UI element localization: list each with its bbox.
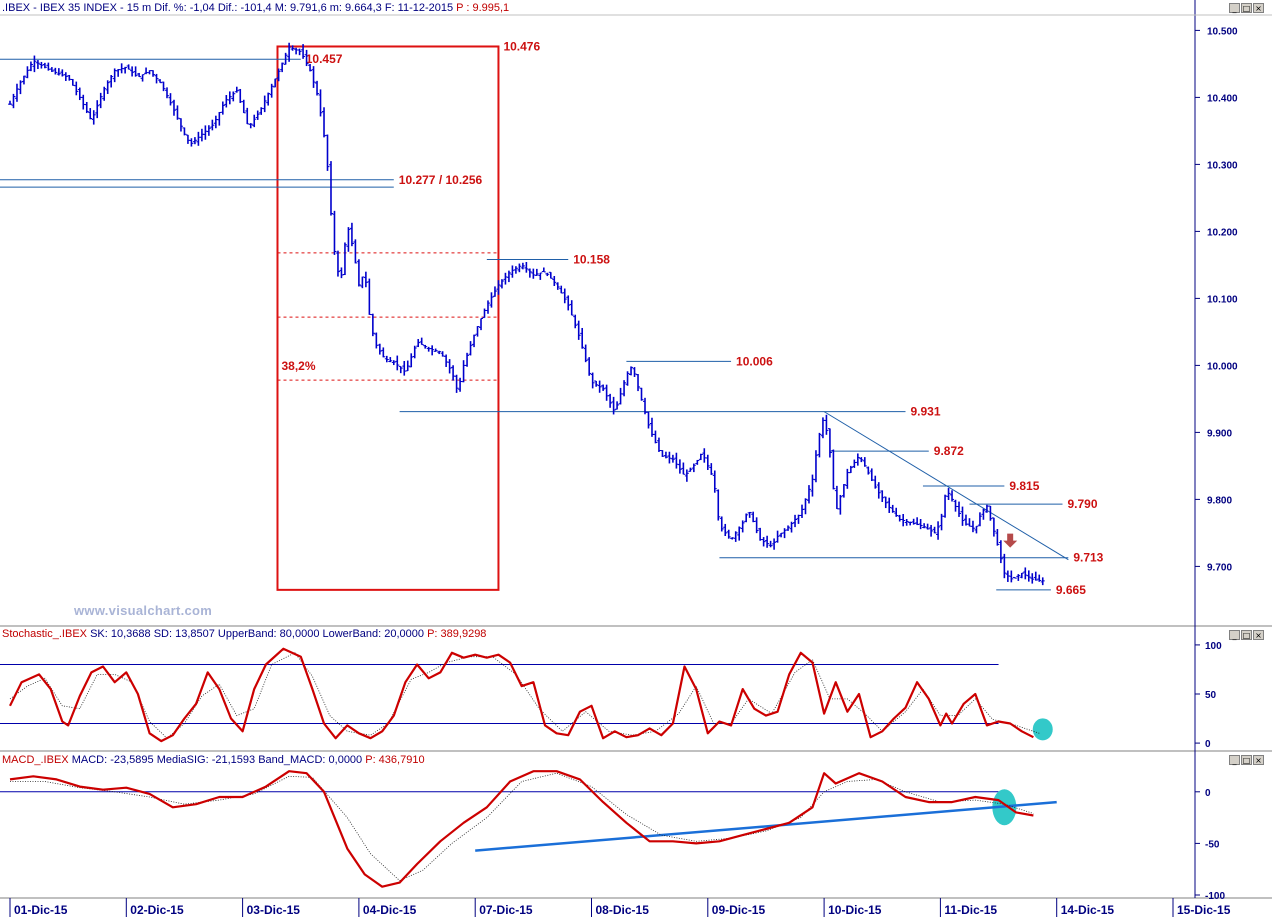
main-window-buttons: _ □ × (1229, 3, 1264, 13)
stoch-highlight (1032, 718, 1053, 741)
x-tick-label: 10-Dic-15 (828, 903, 882, 917)
header-price: P : 9.995,1 (456, 2, 510, 14)
macd-signal: MediaSIG: -21,1593 (156, 754, 256, 766)
stoch-name: Stochastic_.IBEX (2, 628, 87, 640)
x-tick-label: 02-Dic-15 (130, 903, 184, 917)
close-button[interactable]: × (1253, 630, 1264, 640)
header-min: m: 9.664,3 (329, 2, 382, 14)
macd-price: P: 436,7910 (365, 754, 425, 766)
stoch-sk-line (9, 647, 1034, 743)
watermark: www.visualchart.com (74, 603, 213, 618)
macd-value: MACD: -23,5895 (71, 754, 154, 766)
minimize-button[interactable]: _ (1229, 630, 1240, 640)
stoch-sd: SD: 13,8507 (153, 628, 215, 640)
fib-label: 38,2% (281, 359, 315, 373)
level-label: 10.277 / 10.256 (399, 173, 483, 187)
x-tick-label: 09-Dic-15 (712, 903, 766, 917)
header-symbol: .IBEX - IBEX 35 INDEX - (2, 2, 127, 14)
minimize-button[interactable]: _ (1229, 3, 1240, 13)
stoch-lower: LowerBand: 20,0000 (322, 628, 425, 640)
x-tick-label: 07-Dic-15 (479, 903, 533, 917)
y-tick-label: 0 (1205, 739, 1211, 750)
header-diff-pct: Dif. %: -1,04 (154, 2, 215, 14)
y-tick-label: 10.000 (1207, 361, 1238, 372)
y-tick-label: 10.200 (1207, 227, 1238, 238)
stoch-window-buttons: _ □ × (1229, 630, 1264, 640)
y-tick-label: -100 (1205, 891, 1225, 902)
y-tick-label: 9.800 (1207, 495, 1232, 506)
x-tick-label: 03-Dic-15 (247, 903, 301, 917)
macd-signal-line (10, 772, 1034, 882)
level-label: 9.931 (911, 405, 941, 419)
x-tick-label: 15-Dic-15 (1177, 903, 1231, 917)
main-header: .IBEX - IBEX 35 INDEX - 15 m Dif. %: -1,… (2, 2, 509, 15)
y-tick-label: 9.900 (1207, 428, 1232, 439)
x-tick-label: 08-Dic-15 (596, 903, 650, 917)
macd-line (9, 770, 1034, 888)
close-button[interactable]: × (1253, 3, 1264, 13)
y-tick-label: 100 (1205, 641, 1222, 652)
macd-band: Band_MACD: 0,0000 (258, 754, 363, 766)
close-button[interactable]: × (1253, 755, 1264, 765)
y-tick-label: 0 (1205, 788, 1211, 799)
price-bars (8, 42, 1045, 586)
minimize-button[interactable]: _ (1229, 755, 1240, 765)
x-tick-label: 01-Dic-15 (14, 903, 68, 917)
trend-line (823, 411, 1069, 561)
level-label: 9.872 (934, 444, 964, 458)
level-label: 9.790 (1068, 497, 1098, 511)
level-label: 10.158 (573, 253, 610, 267)
header-date: F: 11-12-2015 (384, 2, 454, 14)
level-label: 9.713 (1073, 551, 1103, 565)
header-interval: 15 m (126, 2, 152, 14)
y-tick-label: -50 (1205, 839, 1220, 850)
header-max: M: 9.791,6 (274, 2, 327, 14)
maximize-button[interactable]: □ (1241, 3, 1252, 13)
y-tick-label: 10.400 (1207, 93, 1238, 104)
y-tick-label: 9.700 (1207, 562, 1232, 573)
level-label: 9.815 (1009, 479, 1039, 493)
maximize-button[interactable]: □ (1241, 755, 1252, 765)
stoch-sd-line (9, 652, 1040, 739)
stoch-sk: SK: 10,3688 (90, 628, 151, 640)
x-tick-label: 14-Dic-15 (1061, 903, 1115, 917)
range-box (276, 45, 500, 591)
macd-name: MACD_.IBEX (2, 754, 69, 766)
stoch-header: Stochastic_.IBEX SK: 10,3688 SD: 13,8507… (2, 628, 486, 641)
level-label: 10.476 (503, 39, 540, 53)
header-diff: Dif.: -101,4 (217, 2, 272, 14)
y-tick-label: 10.100 (1207, 294, 1238, 305)
level-label: 10.006 (736, 354, 773, 368)
macd-header: MACD_.IBEX MACD: -23,5895 MediaSIG: -21,… (2, 754, 425, 767)
macd-window-buttons: _ □ × (1229, 755, 1264, 765)
x-tick-label: 04-Dic-15 (363, 903, 417, 917)
y-tick-label: 10.300 (1207, 160, 1238, 171)
y-tick-label: 10.500 (1207, 26, 1238, 37)
maximize-button[interactable]: □ (1241, 630, 1252, 640)
macd-trend-line (475, 800, 1057, 852)
stoch-price: P: 389,9298 (427, 628, 487, 640)
down-arrow-icon (1003, 533, 1018, 548)
y-tick-label: 50 (1205, 690, 1217, 701)
level-label: 9.665 (1056, 583, 1086, 597)
x-tick-label: 11-Dic-15 (944, 903, 997, 917)
stoch-upper: UpperBand: 80,0000 (217, 628, 320, 640)
level-label: 10.457 (306, 52, 343, 66)
